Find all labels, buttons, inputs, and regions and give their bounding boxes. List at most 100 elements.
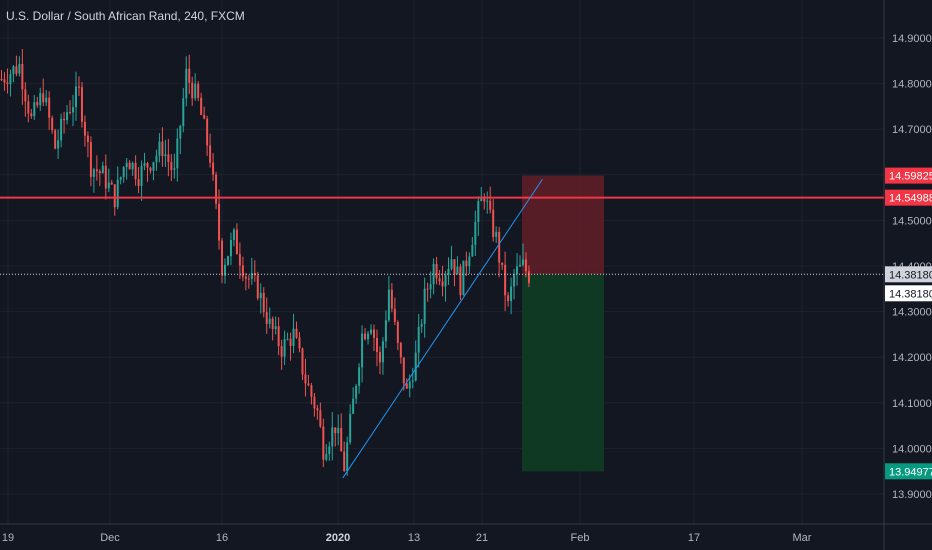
candle-body xyxy=(393,308,396,322)
candle-body xyxy=(456,266,459,275)
candle-body xyxy=(250,273,253,279)
candle-body xyxy=(173,168,176,170)
candle-body xyxy=(125,162,128,168)
candle-body xyxy=(140,165,143,187)
candle-body xyxy=(194,83,197,99)
candle-body xyxy=(229,239,232,257)
candle-body xyxy=(42,93,45,103)
candle-body xyxy=(405,383,408,389)
candle-body xyxy=(471,244,474,257)
candle-body xyxy=(224,264,226,276)
candle-body xyxy=(334,427,337,434)
candle-body xyxy=(522,259,524,265)
candle-body xyxy=(355,385,358,399)
candle-body xyxy=(110,182,113,185)
candle-body xyxy=(191,82,194,99)
price-tick-label: 14.50000 xyxy=(892,215,932,227)
candle-body xyxy=(143,163,146,166)
candle-body xyxy=(375,337,378,353)
price-badges: 14.59825 14.54988 14.38180 14.38180 13.94977 xyxy=(885,167,932,480)
candle-body xyxy=(101,165,104,174)
candle-body xyxy=(402,357,405,384)
candle-body xyxy=(474,221,477,245)
candle-body xyxy=(384,320,387,342)
candle-body xyxy=(86,135,89,143)
time-tick-label: Mar xyxy=(793,532,812,544)
candle-body xyxy=(498,231,501,263)
candle-body xyxy=(486,200,489,202)
candle-body xyxy=(411,380,414,382)
candle-body xyxy=(48,97,51,118)
candle-body xyxy=(164,154,167,157)
candle-body xyxy=(3,79,6,83)
candle-body xyxy=(116,179,119,208)
candle-body xyxy=(349,413,352,443)
candle-body xyxy=(235,229,238,255)
candle-body xyxy=(426,288,429,290)
candle-body xyxy=(340,427,343,452)
candle-body xyxy=(268,318,271,324)
candle-body xyxy=(203,114,206,119)
candle-body xyxy=(60,118,63,141)
stop-loss-zone xyxy=(522,175,604,275)
candle-body xyxy=(45,97,48,103)
candle-body xyxy=(468,256,471,267)
candle-body xyxy=(69,112,72,114)
candle-body xyxy=(232,229,235,240)
candle-body xyxy=(367,333,370,340)
candle-body xyxy=(176,138,179,169)
candle-body xyxy=(286,338,289,340)
candle-body xyxy=(83,121,86,136)
candle-body xyxy=(72,107,75,113)
candle-body xyxy=(381,341,384,363)
candle-body xyxy=(238,254,241,266)
candle-body xyxy=(179,126,182,139)
price-tick-label: 13.90000 xyxy=(892,489,932,501)
candle-body xyxy=(524,259,527,272)
candle-body xyxy=(417,326,420,353)
candle-body xyxy=(197,83,200,98)
time-tick-label: Feb xyxy=(571,532,590,544)
candle-body xyxy=(253,273,256,276)
candle-body xyxy=(420,323,423,327)
candle-body xyxy=(423,288,426,324)
position-zones xyxy=(522,175,604,472)
candle-body xyxy=(304,374,307,384)
candle-body xyxy=(399,342,402,358)
candle-body xyxy=(438,278,441,282)
candle-body xyxy=(322,426,325,460)
candle-body xyxy=(182,98,185,127)
candle-body xyxy=(75,86,77,108)
candle-body xyxy=(429,284,432,290)
candle-body xyxy=(373,329,375,338)
candle-body xyxy=(119,177,122,180)
candle-body xyxy=(104,165,107,189)
candle-body xyxy=(310,385,313,397)
candle-body xyxy=(331,427,334,447)
time-axis[interactable]: 19 Dec 16 2020 13 21 Feb 17 Mar xyxy=(2,532,812,544)
candle-body xyxy=(256,275,259,299)
price-tick-label: 14.30000 xyxy=(892,307,932,319)
candle-body xyxy=(57,140,60,149)
candle-body xyxy=(483,198,486,202)
candle-body xyxy=(361,333,364,368)
candle-body xyxy=(209,145,212,163)
candle-body xyxy=(274,326,277,330)
candle-body xyxy=(527,271,530,284)
candle-body xyxy=(206,118,209,146)
price-tick-label: 14.10000 xyxy=(892,398,932,410)
candle-body xyxy=(161,141,164,157)
candle-body xyxy=(128,162,131,170)
candle-body xyxy=(152,162,155,171)
candle-body xyxy=(480,198,483,202)
candle-body xyxy=(6,82,9,85)
candle-body xyxy=(122,167,125,178)
price-tick-label: 14.00000 xyxy=(892,443,932,455)
candle-body xyxy=(346,442,349,471)
candle-body xyxy=(167,154,170,163)
candle-body xyxy=(432,263,435,285)
price-tick-label: 14.20000 xyxy=(892,352,932,364)
target-level-badge-bg xyxy=(885,463,932,480)
chart-title: U.S. Dollar / South African Rand, 240, F… xyxy=(6,9,245,23)
